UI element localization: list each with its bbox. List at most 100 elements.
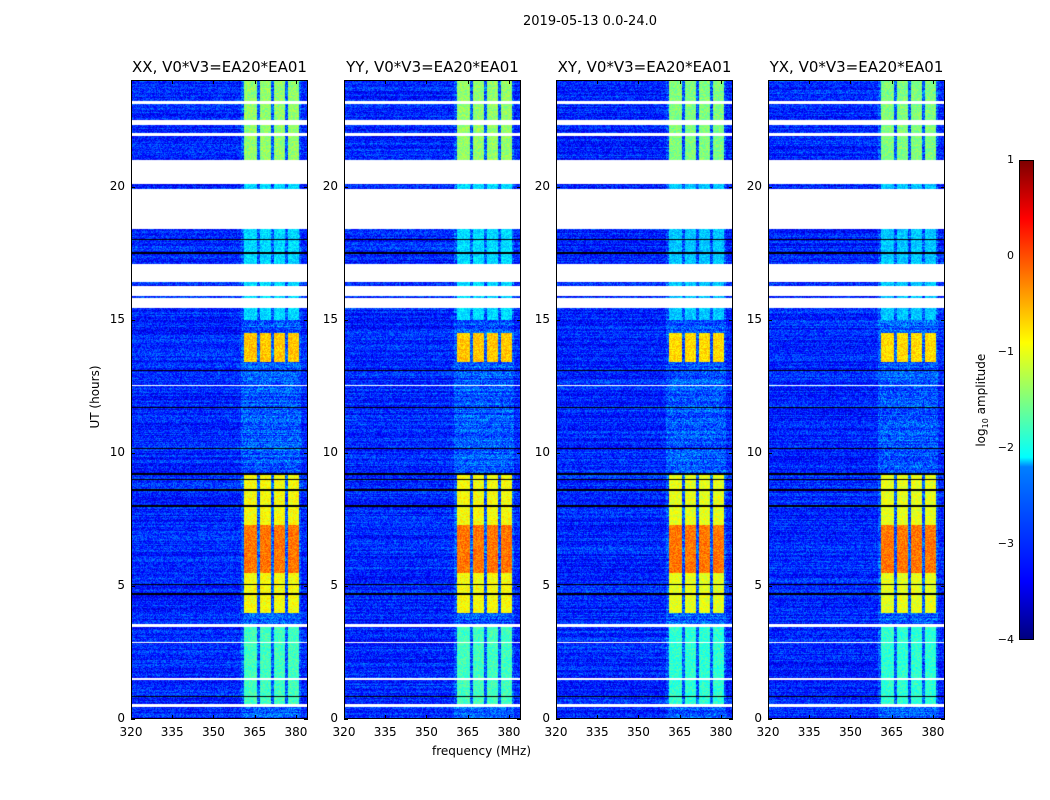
x-tick-mark [679,80,681,84]
y-tick-label: 10 [109,444,125,459]
y-tick-label: 0 [117,711,125,725]
x-tick-label: 380 [921,725,945,739]
y-tick-label: 0 [330,711,338,725]
x-tick-label: 350 [627,725,650,739]
y-tick-label: 5 [542,577,550,592]
y-tick-mark [768,319,772,321]
x-tick-mark [344,715,345,719]
x-tick-mark [891,80,893,84]
x-tick-mark [385,715,387,719]
x-tick-mark [932,80,934,84]
x-tick-mark [295,715,297,719]
y-tick-label: 15 [109,311,125,326]
y-tick-mark [729,319,733,321]
x-tick-mark [597,715,599,719]
x-tick-label: 380 [284,725,308,739]
colorbar-tick-label: −2 [997,441,1014,454]
x-tick-mark [426,715,428,719]
x-tick-mark [131,715,132,719]
y-tick-label: 15 [534,311,550,326]
x-tick-mark [850,80,852,84]
y-tick-mark [517,719,521,720]
x-tick-mark [720,715,722,719]
x-tick-label: 335 [373,725,397,739]
x-tick-mark [213,80,215,84]
x-tick-mark [254,80,256,84]
y-tick-mark [131,719,135,720]
heatmap-image [131,80,308,719]
colorbar-label: log10 amplitude [973,353,991,447]
x-tick-mark [638,715,640,719]
y-tick-mark [768,719,772,720]
y-tick-mark [344,319,348,321]
x-tick-mark [467,80,469,84]
y-tick-mark [768,186,772,188]
x-tick-mark [768,80,769,84]
y-tick-mark [941,319,945,321]
x-tick-label: 365 [668,725,692,739]
heatmap-image [556,80,733,719]
colorbar-tick-label: 0 [1007,249,1014,262]
y-tick-mark [768,585,772,587]
x-tick-mark [385,80,387,84]
y-tick-label: 5 [117,577,125,592]
y-tick-mark [556,585,560,587]
x-tick-mark [679,715,681,719]
y-tick-label: 15 [322,311,338,326]
waterfall-panel-2: XY, V0*V3=EA20*EA01 320 335 350 365 380 0 5 10 15… [535,58,733,739]
y-tick-mark [131,585,135,587]
x-tick-mark [556,80,557,84]
y-tick-mark [131,319,135,321]
y-tick-label: 20 [322,178,338,193]
x-tick-label: 320 [756,725,780,739]
y-tick-mark [729,719,733,720]
x-tick-mark [172,715,174,719]
x-tick-label: 365 [243,725,267,739]
y-tick-label: 20 [109,178,125,193]
colorbar [1019,160,1034,640]
x-tick-label: 380 [709,725,733,739]
x-tick-label: 320 [332,725,356,739]
x-tick-label: 320 [119,725,143,739]
y-tick-label: 5 [330,577,338,592]
x-tick-mark [809,715,811,719]
y-tick-label: 15 [746,311,762,326]
axes-frame [344,80,521,719]
x-tick-label: 335 [160,725,184,739]
y-tick-label: 10 [322,444,338,459]
waterfall-panel-1: YY, V0*V3=EA20*EA01 320 335 350 365 380 0 5 10 15… [323,58,521,739]
axes-frame [131,80,308,719]
heatmap-image [768,80,945,719]
axes-frame [768,80,945,719]
y-tick-label: 10 [746,444,762,459]
y-tick-label: 20 [746,178,762,193]
x-tick-mark [131,80,132,84]
x-tick-mark [720,80,722,84]
panel-title: XY, V0*V3=EA20*EA01 [557,58,732,76]
y-tick-mark [344,719,348,720]
colorbar-tick-label: 1 [1007,153,1014,166]
y-tick-label: 20 [534,178,550,193]
x-tick-mark [467,715,469,719]
y-tick-mark [768,452,772,454]
x-tick-mark [213,715,215,719]
y-tick-mark [344,452,348,454]
x-tick-mark [254,715,256,719]
y-tick-mark [941,186,945,188]
x-tick-mark [508,80,510,84]
x-tick-mark [809,80,811,84]
x-tick-mark [638,80,640,84]
y-tick-mark [556,319,560,321]
colorbar-tick-label: −3 [997,537,1014,550]
y-tick-mark [304,452,308,454]
y-tick-mark [941,719,945,720]
colorbar-tick-label: −1 [997,345,1014,358]
colorbar-tick-label: −4 [997,633,1014,646]
heatmap-image [344,80,521,719]
y-tick-mark [517,452,521,454]
x-tick-label: 335 [797,725,821,739]
y-tick-mark [344,186,348,188]
x-tick-label: 380 [497,725,521,739]
axes-frame [556,80,733,719]
